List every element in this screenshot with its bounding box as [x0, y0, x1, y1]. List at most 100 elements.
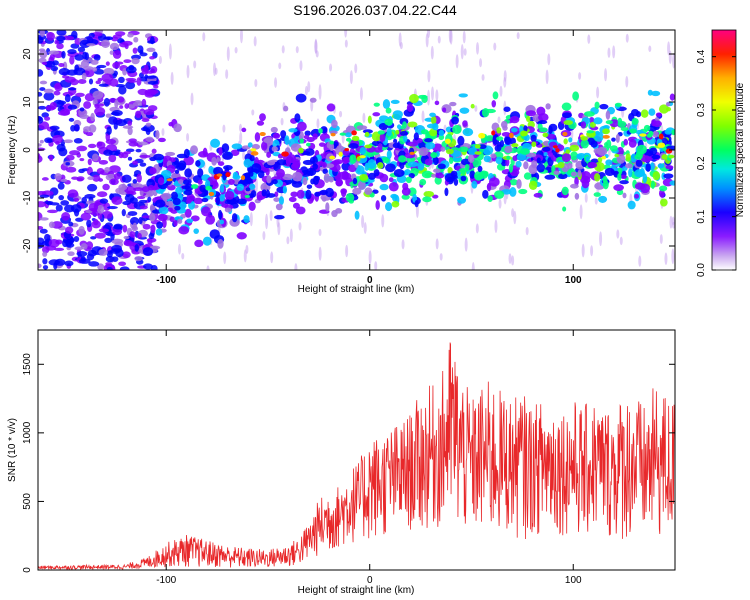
heat-streak	[430, 45, 434, 60]
heat-streak	[349, 70, 353, 85]
heat-streak	[511, 255, 515, 266]
heat-blob	[96, 204, 105, 214]
heat-streak	[193, 60, 197, 69]
heat-blob	[145, 75, 157, 79]
heat-streak	[339, 110, 343, 118]
heat-streak	[304, 85, 308, 96]
heat-blob	[440, 146, 446, 152]
heat-blob	[348, 164, 357, 173]
heat-blob	[371, 131, 381, 142]
heat-blob	[496, 136, 504, 141]
heat-blob	[146, 191, 155, 197]
heat-blob	[76, 145, 88, 152]
heat-blob	[357, 180, 366, 190]
heat-blob	[155, 130, 160, 140]
heat-streak	[226, 46, 230, 62]
heat-blob	[101, 39, 111, 48]
heat-blob	[54, 247, 65, 252]
heat-blob	[587, 162, 598, 169]
heat-blob	[77, 46, 86, 53]
heat-blob	[113, 172, 121, 180]
heat-blob	[628, 168, 633, 178]
heat-streak	[425, 33, 429, 48]
heat-blob	[452, 124, 462, 135]
heat-streak	[289, 228, 293, 243]
heat-core	[351, 135, 360, 142]
heat-blob	[635, 151, 644, 158]
heat-blob	[294, 113, 301, 123]
heat-blob	[106, 126, 112, 135]
heat-streak	[399, 41, 403, 50]
heat-blob	[523, 172, 532, 180]
heat-blob	[325, 187, 334, 198]
heat-blob	[139, 199, 148, 204]
heat-blob	[537, 120, 548, 125]
heat-blob	[594, 101, 600, 110]
heat-blob	[218, 209, 223, 220]
heat-blob	[619, 180, 629, 185]
heat-streak	[213, 62, 217, 77]
heat-core	[629, 128, 637, 134]
heat-core	[306, 142, 311, 147]
heat-blob	[648, 108, 656, 116]
heat-blob	[65, 162, 70, 166]
heat-core	[359, 155, 366, 159]
heat-blob	[222, 171, 227, 181]
heat-blob	[516, 178, 522, 189]
heat-blob	[133, 187, 144, 192]
heat-streak	[476, 42, 480, 55]
heat-blob	[123, 59, 132, 64]
heat-blob	[302, 177, 308, 186]
colorbar-gradient	[711, 29, 737, 271]
heat-blob	[114, 99, 119, 108]
heat-core	[240, 175, 246, 181]
heat-blob	[437, 163, 446, 170]
heat-streak	[625, 75, 629, 88]
heat-blob	[122, 200, 131, 206]
colorbar-tick-label: 0.3	[696, 103, 707, 117]
heat-blob	[76, 176, 85, 182]
heat-blob	[399, 160, 405, 170]
heat-core	[474, 151, 482, 155]
heat-blob	[348, 143, 359, 149]
heat-streak	[245, 244, 249, 255]
heat-blob	[105, 138, 117, 145]
heat-blob	[143, 109, 155, 116]
heat-blob	[536, 106, 546, 116]
heat-blob	[96, 191, 108, 198]
heat-blob	[77, 79, 87, 84]
heat-blob	[176, 162, 186, 171]
heat-blob	[60, 178, 68, 183]
heat-blob	[186, 218, 194, 224]
heat-blob	[246, 178, 252, 185]
heat-blob	[102, 183, 110, 191]
heat-blob	[150, 224, 156, 234]
heat-blob	[419, 178, 427, 186]
heat-streak	[448, 30, 452, 43]
heat-blob	[548, 125, 553, 135]
heat-blob	[39, 194, 50, 198]
heat-blob	[103, 67, 115, 76]
heat-blob	[388, 177, 394, 183]
heat-blob	[132, 47, 138, 54]
heat-blob	[129, 217, 140, 226]
heat-blob	[217, 161, 225, 166]
heat-blob	[401, 187, 411, 196]
heat-blob	[561, 102, 572, 111]
heat-blob	[134, 244, 139, 252]
heat-streak	[318, 246, 322, 261]
heat-blob	[349, 154, 357, 164]
heat-blob	[230, 149, 240, 157]
heat-blob	[625, 153, 631, 162]
heat-blob	[46, 209, 58, 214]
heat-core	[671, 129, 675, 136]
heat-blob	[628, 139, 637, 148]
heat-blob	[121, 209, 126, 217]
heat-blob	[326, 103, 336, 112]
heat-blob	[546, 133, 556, 140]
heat-blob	[132, 101, 143, 107]
heat-blob	[341, 162, 351, 171]
heat-blob	[583, 111, 595, 117]
